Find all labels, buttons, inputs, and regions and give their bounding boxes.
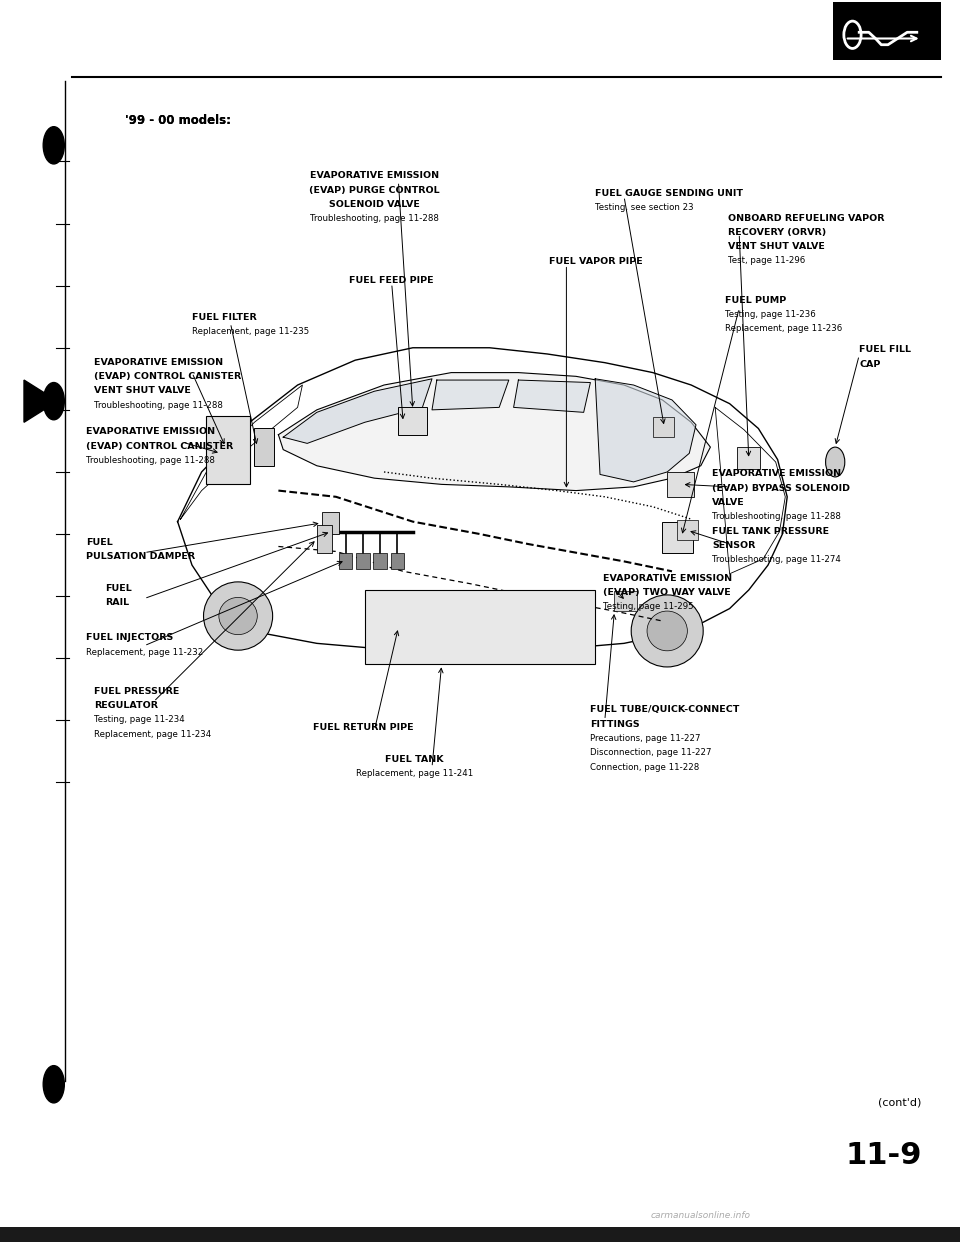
Text: carmanualsonline.info: carmanualsonline.info (651, 1211, 751, 1220)
Text: Replacement, page 11-234: Replacement, page 11-234 (94, 730, 211, 739)
Text: FUEL RETURN PIPE: FUEL RETURN PIPE (313, 723, 413, 732)
Text: SENSOR: SENSOR (712, 542, 756, 550)
Text: ONBOARD REFUELING VAPOR: ONBOARD REFUELING VAPOR (728, 214, 884, 222)
Bar (356, 553, 370, 569)
Text: (EVAP) CONTROL CANISTER: (EVAP) CONTROL CANISTER (94, 373, 241, 381)
Text: EVAPORATIVE EMISSION: EVAPORATIVE EMISSION (603, 574, 732, 582)
Text: Replacement, page 11-236: Replacement, page 11-236 (725, 324, 842, 333)
Bar (677, 520, 698, 540)
Text: RECOVERY (ORVR): RECOVERY (ORVR) (728, 229, 826, 237)
Ellipse shape (43, 383, 64, 420)
Text: FITTINGS: FITTINGS (590, 720, 640, 729)
Text: Testing, see section 23: Testing, see section 23 (595, 202, 694, 212)
Text: 11-9: 11-9 (845, 1141, 922, 1170)
Polygon shape (283, 379, 432, 443)
Polygon shape (595, 379, 696, 482)
Text: SOLENOID VALVE: SOLENOID VALVE (329, 200, 420, 209)
Text: Replacement, page 11-235: Replacement, page 11-235 (192, 327, 309, 337)
Text: VENT SHUT VALVE: VENT SHUT VALVE (94, 386, 191, 395)
Text: Precautions, page 11-227: Precautions, page 11-227 (590, 734, 701, 743)
Text: EVAPORATIVE EMISSION: EVAPORATIVE EMISSION (86, 427, 216, 436)
Text: PULSATION DAMPER: PULSATION DAMPER (86, 551, 196, 561)
Text: FUEL VAPOR PIPE: FUEL VAPOR PIPE (549, 257, 643, 266)
Text: RAIL: RAIL (106, 597, 130, 607)
Text: REGULATOR: REGULATOR (94, 700, 158, 710)
Ellipse shape (204, 581, 273, 651)
Bar (339, 553, 352, 569)
Text: Replacement, page 11-241: Replacement, page 11-241 (356, 769, 473, 779)
Text: FUEL TUBE/QUICK-CONNECT: FUEL TUBE/QUICK-CONNECT (590, 705, 740, 714)
Text: (cont'd): (cont'd) (878, 1098, 922, 1108)
Text: VALVE: VALVE (712, 498, 745, 507)
Text: Testing, page 11-236: Testing, page 11-236 (725, 309, 816, 319)
Polygon shape (514, 380, 590, 412)
Text: '99 - 00 models:: '99 - 00 models: (125, 114, 230, 127)
Text: FUEL INJECTORS: FUEL INJECTORS (86, 633, 174, 642)
Bar (317, 525, 332, 553)
Text: EVAPORATIVE EMISSION: EVAPORATIVE EMISSION (712, 469, 842, 478)
Text: FUEL FILL: FUEL FILL (859, 345, 911, 354)
Ellipse shape (632, 595, 703, 667)
Text: Disconnection, page 11-227: Disconnection, page 11-227 (590, 748, 712, 758)
Text: FUEL: FUEL (106, 584, 132, 592)
Text: (EVAP) TWO WAY VALVE: (EVAP) TWO WAY VALVE (603, 587, 731, 597)
Bar (254, 428, 274, 466)
Text: CAP: CAP (859, 360, 880, 369)
Polygon shape (432, 380, 509, 410)
Text: EVAPORATIVE EMISSION: EVAPORATIVE EMISSION (94, 358, 224, 366)
Text: Troubleshooting, page 11-274: Troubleshooting, page 11-274 (712, 555, 841, 564)
Text: Test, page 11-296: Test, page 11-296 (728, 257, 804, 266)
Bar (373, 553, 387, 569)
Ellipse shape (219, 597, 257, 635)
Bar (391, 553, 404, 569)
Ellipse shape (647, 611, 687, 651)
Text: EVAPORATIVE EMISSION: EVAPORATIVE EMISSION (310, 171, 439, 180)
Text: FUEL PUMP: FUEL PUMP (725, 296, 786, 304)
Text: Troubleshooting, page 11-288: Troubleshooting, page 11-288 (712, 512, 841, 522)
Bar (653, 417, 674, 437)
Text: Replacement, page 11-232: Replacement, page 11-232 (86, 648, 204, 657)
Text: FUEL TANK PRESSURE: FUEL TANK PRESSURE (712, 527, 829, 535)
Text: FUEL GAUGE SENDING UNIT: FUEL GAUGE SENDING UNIT (595, 189, 743, 197)
Ellipse shape (43, 127, 64, 164)
Bar (365, 590, 595, 664)
Ellipse shape (43, 1066, 64, 1103)
Bar (667, 472, 694, 497)
Text: Troubleshooting, page 11-288: Troubleshooting, page 11-288 (86, 456, 215, 465)
Text: '99 - 00 models:: '99 - 00 models: (125, 114, 230, 127)
Bar (206, 416, 250, 484)
Text: Troubleshooting, page 11-288: Troubleshooting, page 11-288 (94, 400, 223, 410)
Polygon shape (278, 373, 710, 491)
Bar (82, 124, 907, 869)
Text: FUEL FILTER: FUEL FILTER (192, 313, 256, 322)
Text: VENT SHUT VALVE: VENT SHUT VALVE (728, 242, 825, 251)
Text: Testing, page 11-295: Testing, page 11-295 (603, 602, 693, 611)
Bar (322, 512, 339, 534)
Text: (EVAP) BYPASS SOLENOID: (EVAP) BYPASS SOLENOID (712, 483, 851, 493)
Bar (662, 522, 693, 553)
Text: FUEL: FUEL (86, 538, 113, 546)
Polygon shape (24, 380, 58, 422)
Bar (398, 407, 427, 435)
Bar (737, 447, 760, 469)
Text: FUEL TANK: FUEL TANK (386, 755, 444, 764)
Text: Troubleshooting, page 11-288: Troubleshooting, page 11-288 (310, 214, 439, 224)
Text: (EVAP) PURGE CONTROL: (EVAP) PURGE CONTROL (309, 185, 440, 195)
Bar (614, 591, 637, 611)
Text: Testing, page 11-234: Testing, page 11-234 (94, 715, 185, 724)
Ellipse shape (826, 447, 845, 477)
Bar (0, 1227, 960, 1242)
Text: FUEL FEED PIPE: FUEL FEED PIPE (349, 276, 434, 284)
Bar (833, 2, 941, 60)
Text: Connection, page 11-228: Connection, page 11-228 (590, 763, 700, 771)
Text: FUEL PRESSURE: FUEL PRESSURE (94, 687, 180, 696)
Text: (EVAP) CONTROL CANISTER: (EVAP) CONTROL CANISTER (86, 441, 233, 451)
